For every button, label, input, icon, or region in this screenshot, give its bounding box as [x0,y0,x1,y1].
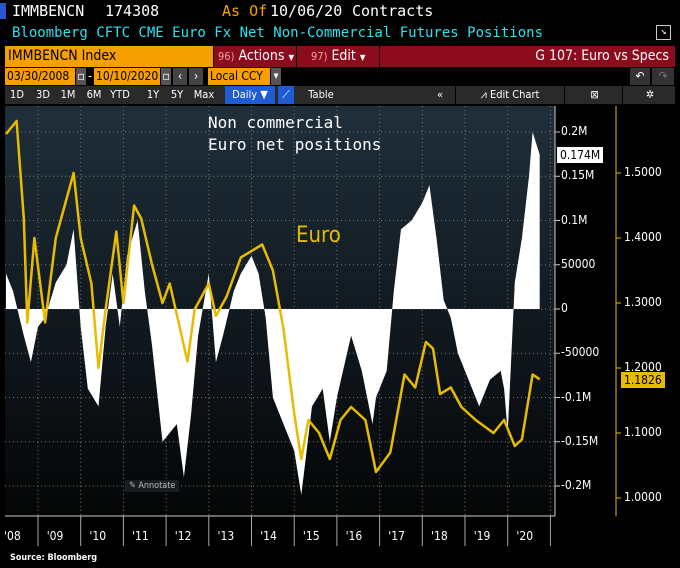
range-button-6m[interactable]: 6M [86,88,102,101]
x-axis-label: '14 [260,529,277,543]
edit-button[interactable]: 97) Edit ▼ [297,46,379,67]
x-axis-label: '11 [132,529,149,543]
right-axis-label: 1.0000 [624,490,662,504]
actions-num: 96) [218,50,235,63]
x-axis-label: '20 [516,529,534,543]
left-axis-label: 0.15M [561,168,595,183]
ticker-marker [0,3,6,19]
edit-chart-icon: ⩘ [480,88,487,101]
end-date-input[interactable]: 10/10/2020 [94,68,160,85]
frequency-select[interactable]: Daily ▼ [225,86,275,104]
table-button[interactable]: Table [308,88,334,101]
edit-chart-button[interactable]: ⩘ Edit Chart [455,86,565,104]
annotation-line-1: Non commercial [208,113,343,132]
range-button-3d[interactable]: 3D [36,88,50,101]
edit-chart-label: Edit Chart [489,88,540,101]
x-axis-label: '17 [388,529,405,543]
x-axis-label: '09 [46,529,64,543]
right-axis-label: 1.3000 [624,295,662,309]
last-value: 174308 [105,2,160,20]
left-axis-label: 0 [561,301,568,315]
as-of-label: As Of [222,2,268,20]
left-axis-label: -0.15M [561,433,599,448]
edit-num: 97) [311,50,328,63]
actions-button[interactable]: 96) Actions ▼ [214,46,296,67]
collapse-button[interactable]: « [436,88,444,101]
x-axis-label: '19 [473,529,491,543]
header-bar: IMMBENCN 174308 As Of 10/06/20 Contracts [0,0,680,22]
right-axis-label: 1.5000 [624,165,662,179]
x-axis-label: '13 [217,529,235,543]
source-label: Source: Bloomberg [10,553,98,563]
currency-dropdown-icon[interactable]: ▼ [271,68,281,85]
range-button-5y[interactable]: 5Y [170,88,184,101]
next-period-button[interactable]: › [189,68,203,85]
series-title: Bloomberg CFTC CME Euro Fx Net Non-Comme… [12,25,544,41]
redo-icon[interactable]: ↷ [652,68,674,85]
range-button-max[interactable]: Max [193,88,215,101]
date-dash: - [88,69,92,83]
actions-label: Actions [238,48,285,64]
right-axis-label: 1.2000 [624,360,662,374]
popout-icon[interactable]: ↘ [656,25,671,40]
left-axis-label: 0.1M [561,212,588,227]
range-button-ytd[interactable]: YTD [110,88,130,101]
ticker: IMMBENCN [12,2,85,20]
undo-icon[interactable]: ↶ [630,68,650,85]
right-axis-label: 1.1000 [624,425,662,439]
left-axis-label: -50000 [561,345,600,360]
x-axis-label: '12 [174,529,192,543]
x-axis-label: '10 [89,529,107,543]
calendar-icon[interactable]: ▫ [76,68,86,85]
left-axis-label: 0.2M [561,124,588,138]
euro-annotation: Euro [296,223,341,248]
last-position-label: 0.174M [557,147,604,163]
calendar-icon[interactable]: ▫ [161,68,171,85]
x-axis-label: '18 [431,529,448,543]
positions-annotation: Non commercial Euro net positions [208,112,381,156]
range-button-1m[interactable]: 1M [60,88,76,101]
x-axis-label: '15 [302,529,320,543]
annotate-button[interactable]: ✎ Annotate [125,480,180,492]
units: Contracts [352,2,434,20]
start-date-input[interactable]: 03/30/2008 [5,68,75,85]
left-axis-label: -0.2M [561,478,592,492]
annotation-tool-icon[interactable]: ⊠ [567,86,623,104]
chart-name: G 107: Euro vs Specs [380,46,675,67]
positions-area [5,132,540,495]
title-bar: Bloomberg CFTC CME Euro Fx Net Non-Comme… [0,22,680,45]
edit-label: Edit [331,48,356,64]
settings-gear-icon[interactable]: ✲ [645,88,655,101]
range-button-1d[interactable]: 1D [10,88,24,101]
security-field[interactable]: IMMBENCN Index [5,46,213,67]
currency-select[interactable]: Local CCY [208,68,270,85]
x-axis-label: '08 [4,529,21,543]
last-euro-label: 1.1826 [621,372,665,388]
left-axis-label: -0.1M [561,389,592,404]
as-of-date: 10/06/20 [270,2,343,20]
annotate-label: Annotate [138,481,176,491]
range-button-1y[interactable]: 1Y [146,88,160,101]
x-axis-label: '16 [345,529,363,543]
chart-toolbar: 1D 3D 1M 6M YTD 1Y 5Y Max Daily ▼ ⟋ Table « ⩘ E… [5,86,675,104]
right-axis-label: 1.4000 [624,230,662,244]
left-axis-label: 50000 [561,256,596,271]
annotation-line-2: Euro net positions [208,135,382,154]
prev-period-button[interactable]: ‹ [173,68,187,85]
line-chart-icon[interactable]: ⟋ [278,86,294,104]
